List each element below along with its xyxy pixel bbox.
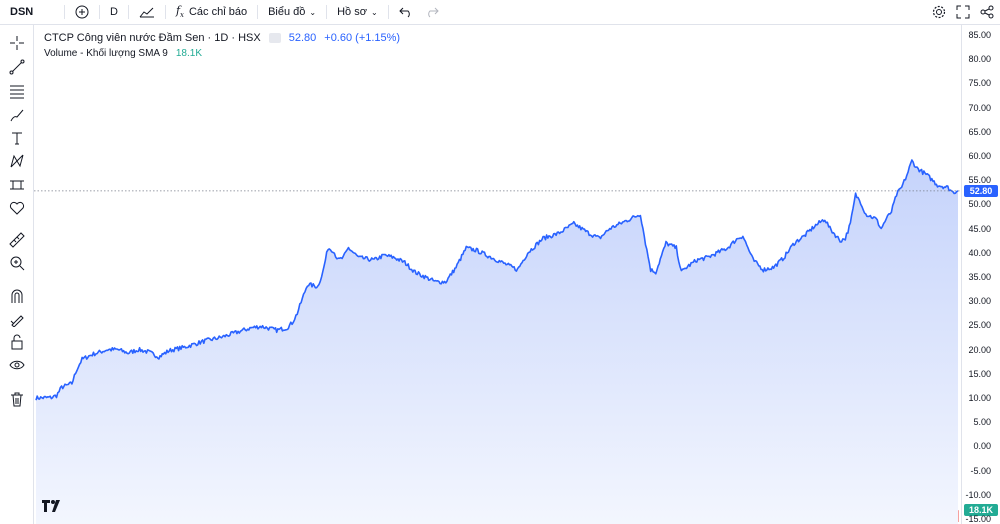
divider [326, 5, 328, 19]
price-line [35, 159, 959, 401]
axis-tick-label: 25.00 [968, 320, 991, 331]
drawing-toolbar [0, 25, 34, 524]
volume-badge: 18.1K [964, 504, 998, 516]
axis-tick-label: 65.00 [968, 126, 991, 137]
axis-tick-label: 15.00 [968, 368, 991, 379]
axis-tick-label: 60.00 [968, 151, 991, 161]
crosshair-icon[interactable] [7, 33, 26, 52]
axis-tick-label: -10.00 [965, 489, 991, 500]
indicators-button[interactable]: fx Các chỉ báo [170, 0, 253, 24]
volume-legend: Volume - Khối lượng SMA 9 18.1K [44, 46, 400, 62]
legend-menu-button[interactable] [268, 33, 281, 43]
chevron-down-icon: ⌄ [309, 7, 317, 17]
axis-tick-label: 85.00 [968, 30, 991, 40]
magnet-icon[interactable] [7, 286, 26, 305]
fullscreen-icon[interactable] [956, 5, 970, 19]
fib-retracement-icon[interactable] [7, 81, 26, 100]
interval-button[interactable]: D [110, 6, 118, 18]
lock-icon[interactable] [7, 332, 26, 351]
axis-tick-label: 5.00 [973, 417, 991, 428]
redo-icon [427, 7, 439, 18]
profile-menu-label: Hồ sơ [337, 6, 367, 18]
pattern-icon[interactable] [7, 151, 26, 170]
ruler-icon[interactable] [7, 230, 26, 249]
price-axis[interactable]: 52.80 18.1K 85.00 80.00 75.00 70.00 65.00 60.… [961, 25, 1000, 524]
eye-icon[interactable] [7, 355, 26, 374]
symbol-search[interactable]: DSN [10, 6, 34, 18]
chevron-down-icon: ⌄ [370, 7, 378, 17]
volume-value: 18.1K [175, 48, 203, 59]
undo-button[interactable] [393, 0, 419, 24]
volume-bar [957, 510, 959, 522]
undo-icon [398, 7, 410, 18]
axis-tick-label: 35.00 [968, 272, 991, 282]
divider [64, 5, 65, 19]
main-series-legend: CTCP Công viên nước Đầm Sen · 1D · HSX 5… [44, 30, 400, 46]
lock-drawing-icon[interactable] [7, 309, 26, 328]
chart-menu-label: Biểu đồ [268, 6, 306, 18]
series-title[interactable]: CTCP Công viên nước Đầm Sen · 1D · HSX [44, 32, 261, 44]
zoom-in-icon[interactable] [7, 253, 26, 272]
last-price-badge: 52.80 [964, 184, 998, 197]
indicators-label: Các chỉ báo [188, 6, 248, 18]
tradingview-logo[interactable] [42, 500, 62, 515]
fx-icon: fx [175, 4, 184, 20]
divider [257, 5, 259, 19]
price-area-fill [36, 160, 958, 524]
text-icon[interactable] [7, 128, 26, 147]
axis-tick-label: 80.00 [968, 54, 991, 65]
top-toolbar: DSN D fx Các chỉ báo Biểu đồ ⌄ Hồ sơ ⌄ [0, 0, 1000, 25]
axis-tick-label: 10.00 [968, 393, 991, 403]
last-price-value: 52.80 [288, 32, 317, 44]
plus-circle-icon [75, 5, 89, 19]
volume-label[interactable]: Volume - Khối lượng SMA 9 [44, 48, 168, 59]
axis-tick-label: 30.00 [968, 296, 991, 307]
price-change-value: +0.60 (+1.15%) [324, 32, 401, 44]
chart-legend: CTCP Công viên nước Đầm Sen · 1D · HSX 5… [44, 30, 400, 62]
compare-button[interactable] [69, 0, 95, 24]
area-chart-icon [139, 7, 154, 18]
prediction-icon[interactable] [7, 175, 26, 194]
brush-icon[interactable] [7, 105, 26, 124]
profile-menu-button[interactable]: Hồ sơ ⌄ [331, 0, 384, 24]
divider [99, 5, 100, 19]
axis-tick-label: 50.00 [968, 199, 991, 210]
gear-icon[interactable] [932, 5, 946, 19]
chart-type-button[interactable] [133, 0, 161, 24]
chart-menu-button[interactable]: Biểu đồ ⌄ [262, 0, 322, 24]
axis-tick-label: 20.00 [968, 344, 991, 355]
trend-line-icon[interactable] [7, 57, 26, 76]
axis-tick-label: -15.00 [965, 514, 991, 524]
trash-icon[interactable] [7, 389, 26, 408]
axis-tick-label: -5.00 [970, 465, 991, 476]
axis-tick-label: 75.00 [968, 78, 991, 89]
axis-tick-label: 0.00 [973, 441, 991, 452]
axis-tick-label: 45.00 [968, 223, 991, 234]
divider [127, 5, 129, 19]
redo-button[interactable] [419, 0, 445, 24]
divider [387, 5, 389, 19]
axis-tick-label: 40.00 [968, 247, 991, 258]
share-icon[interactable] [980, 5, 994, 19]
divider [164, 5, 166, 19]
axis-tick-label: 55.00 [968, 175, 991, 186]
heart-icon[interactable] [7, 198, 26, 217]
axis-tick-label: 70.00 [968, 102, 991, 113]
right-tools [932, 0, 994, 24]
